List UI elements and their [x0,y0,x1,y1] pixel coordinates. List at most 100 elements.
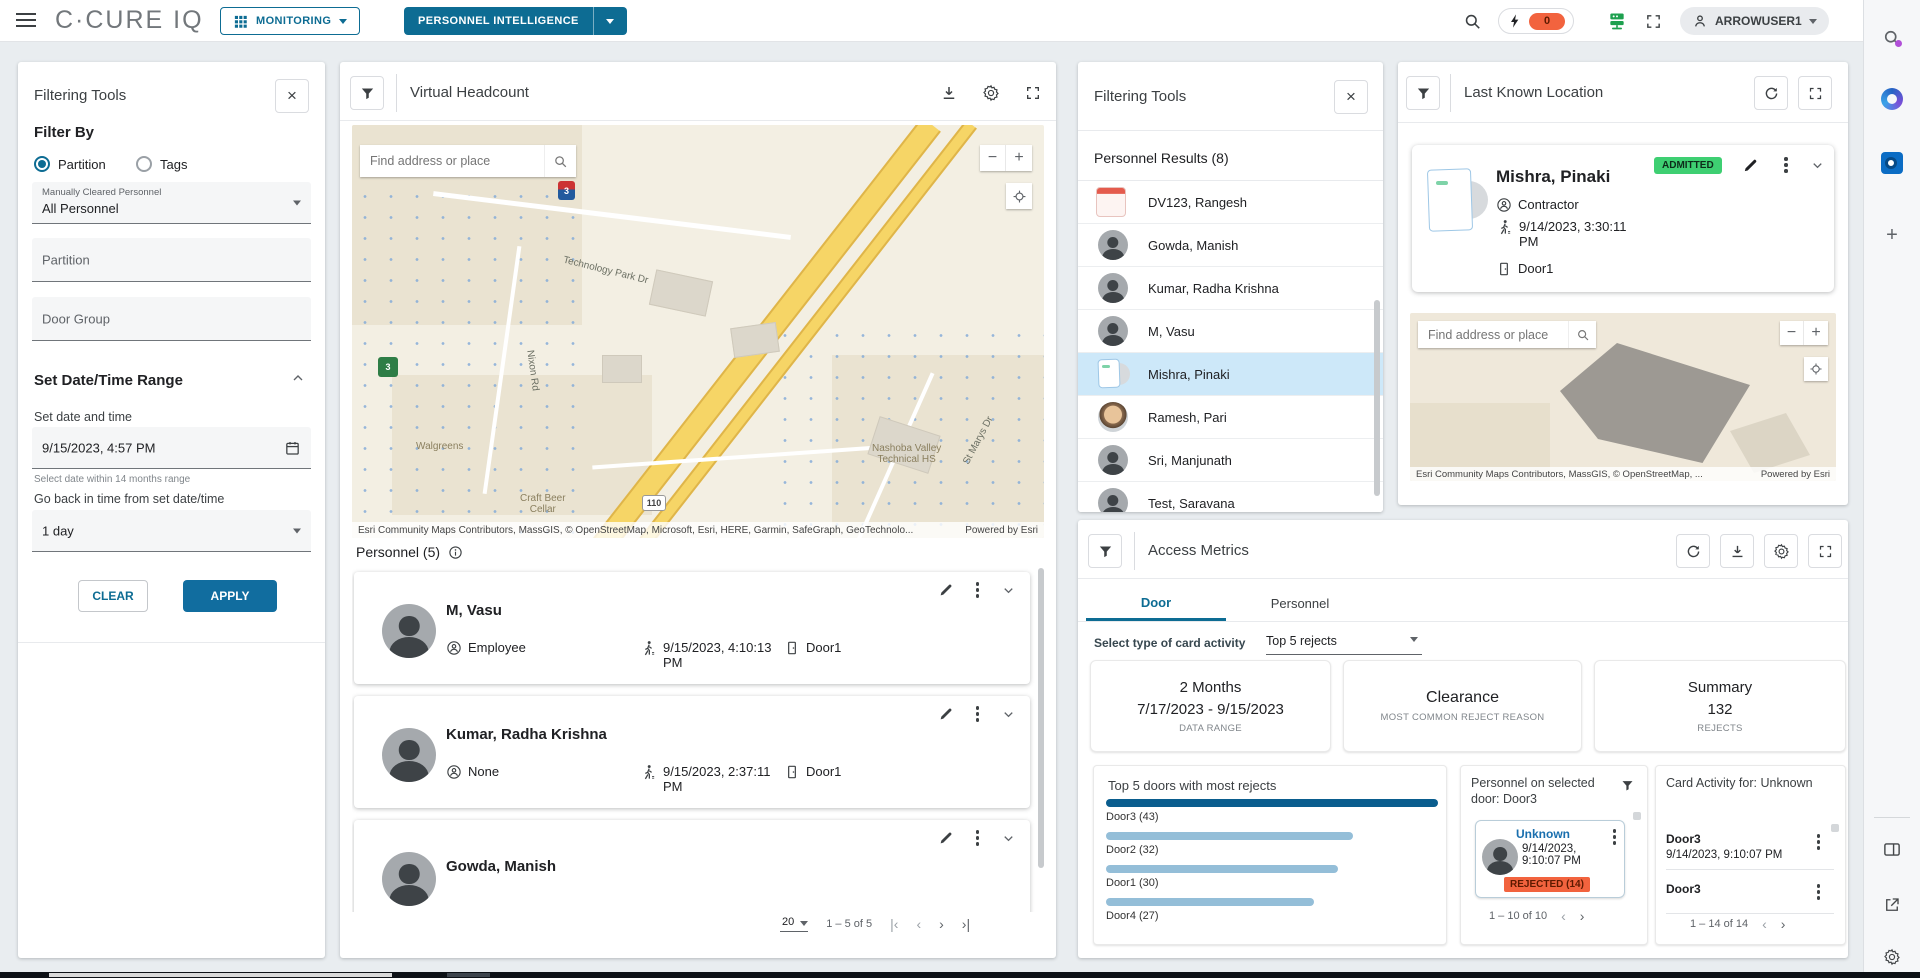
zoom-in-button[interactable]: + [1006,145,1032,171]
cleared-personnel-select[interactable]: Manually Cleared Personnel All Personnel [32,182,311,224]
next-page-button[interactable]: › [939,916,944,932]
personnel-intelligence-dropdown[interactable] [593,7,627,35]
list-item[interactable]: Gowda, Manish [1078,224,1383,267]
prev-page-button[interactable]: ‹ [1561,908,1566,924]
expand-icon[interactable] [1016,76,1050,110]
map-search-input[interactable] [1418,328,1568,342]
door-group-select[interactable]: Door Group [32,297,311,341]
kebab-menu-icon[interactable] [1613,829,1617,845]
zoom-out-button[interactable]: − [1780,321,1804,345]
search-icon[interactable] [1882,28,1902,48]
kebab-menu-icon[interactable] [1817,834,1821,850]
first-page-button[interactable]: |‹ [890,916,898,932]
edit-icon[interactable] [1742,157,1759,174]
bar-door4[interactable] [1106,898,1314,906]
alerts-control[interactable]: 0 [1498,8,1574,34]
edit-icon[interactable] [938,830,954,846]
kebab-menu-icon[interactable] [976,830,980,846]
outlook-icon[interactable] [1881,152,1903,174]
prev-page-button[interactable]: ‹ [916,916,921,932]
locate-icon[interactable] [1006,183,1032,209]
expand-icon[interactable] [1808,534,1842,568]
filter-icon[interactable] [1088,534,1122,568]
download-icon[interactable] [932,76,966,110]
refresh-icon[interactable] [1676,534,1710,568]
chevron-down-icon[interactable] [1001,707,1016,722]
kebab-menu-icon[interactable] [976,582,980,598]
bar-door2[interactable] [1106,832,1353,840]
location-person-card[interactable]: ADMITTED Mishra, Pinaki Contractor 9/14/… [1412,145,1834,292]
map-zoom-control[interactable]: − + [1780,321,1828,345]
external-link-icon[interactable] [1883,896,1901,914]
person-name-link[interactable]: Unknown [1516,827,1570,841]
activity-entry[interactable]: Door3 [1666,882,1834,914]
filter-icon[interactable] [350,76,384,110]
personnel-intelligence-button[interactable]: PERSONNEL INTELLIGENCE [404,7,627,35]
download-icon[interactable] [1720,534,1754,568]
filter-icon[interactable] [1406,76,1440,110]
tab-personnel[interactable]: Personnel [1226,586,1374,621]
gear-icon[interactable] [974,76,1008,110]
edit-icon[interactable] [938,706,954,722]
radio-tags[interactable]: Tags [136,156,187,172]
list-item[interactable]: Kumar, Radha Krishna [1078,267,1383,310]
location-map[interactable]: − + Esri Community Maps Contributors, Ma… [1410,313,1836,481]
list-item[interactable]: M, Vasu [1078,310,1383,353]
filter-icon[interactable] [1620,778,1635,793]
list-item[interactable]: Test, Saravana [1078,482,1383,512]
personnel-card[interactable]: M, Vasu Employee 9/15/2023, 4:10:13 PM D… [354,572,1030,684]
chevron-down-icon[interactable] [1001,831,1016,846]
scrollbar[interactable] [1374,300,1380,496]
zoom-in-button[interactable]: + [1804,321,1828,345]
partition-select[interactable]: Partition [32,238,311,282]
connection-status-button[interactable] [1600,4,1634,38]
personnel-card[interactable]: Kumar, Radha Krishna None 9/15/2023, 2:3… [354,696,1030,808]
map-search-box[interactable] [1418,321,1596,348]
last-page-button[interactable]: ›| [962,916,970,932]
door-person-card[interactable]: Unknown 9/14/2023, 9:10:07 PM REJECTED (… [1475,820,1625,898]
datetime-input[interactable]: 9/15/2023, 4:57 PM [32,427,311,469]
map-zoom-control[interactable]: − + [980,145,1032,171]
list-item[interactable]: Sri, Manjunath [1078,439,1383,482]
personnel-card[interactable]: Gowda, Manish [354,820,1030,912]
list-item-selected[interactable]: Mishra, Pinaki [1078,353,1383,396]
next-page-button[interactable]: › [1781,916,1786,932]
clear-button[interactable]: CLEAR [78,580,148,612]
search-icon[interactable] [1568,321,1596,348]
zoom-out-button[interactable]: − [980,145,1006,171]
close-icon[interactable]: × [1334,80,1368,114]
search-icon[interactable] [544,145,576,177]
kebab-menu-icon[interactable] [1817,884,1821,900]
scrollbar[interactable] [1038,568,1044,868]
refresh-icon[interactable] [1754,76,1788,110]
go-back-select[interactable]: 1 day [32,510,311,552]
menu-icon[interactable] [16,13,36,29]
chevron-down-icon[interactable] [1810,158,1825,173]
list-item[interactable]: Ramesh, Pari [1078,396,1383,439]
info-icon[interactable] [448,545,463,560]
expand-icon[interactable] [1798,76,1832,110]
add-icon[interactable]: + [1886,224,1898,247]
list-item[interactable]: DV123, Rangesh [1078,181,1383,224]
monitoring-button[interactable]: MONITORING [220,7,360,35]
bar-door3[interactable] [1106,799,1438,807]
copilot-icon[interactable] [1881,88,1903,110]
bar-door1[interactable] [1106,865,1338,873]
map-search-box[interactable] [360,145,576,177]
apply-button[interactable]: APPLY [183,580,277,612]
headcount-map[interactable]: 3 3 110 Technology Park Dr Nixon Rd St M… [352,125,1044,538]
scrollbar[interactable] [1831,824,1839,832]
close-icon[interactable]: × [275,79,309,113]
card-activity-select[interactable]: Top 5 rejects [1266,632,1422,655]
collapse-section-button[interactable] [290,370,306,386]
chevron-down-icon[interactable] [1001,583,1016,598]
next-page-button[interactable]: › [1580,908,1585,924]
gear-icon[interactable] [1883,948,1901,966]
user-menu[interactable]: ARROWUSER1 [1680,7,1829,35]
edit-icon[interactable] [938,582,954,598]
fullscreen-button[interactable] [1636,4,1670,38]
page-size-select[interactable]: 20 [780,916,808,932]
radio-partition[interactable]: Partition [34,156,106,172]
map-search-input[interactable] [360,154,544,168]
prev-page-button[interactable]: ‹ [1762,916,1767,932]
